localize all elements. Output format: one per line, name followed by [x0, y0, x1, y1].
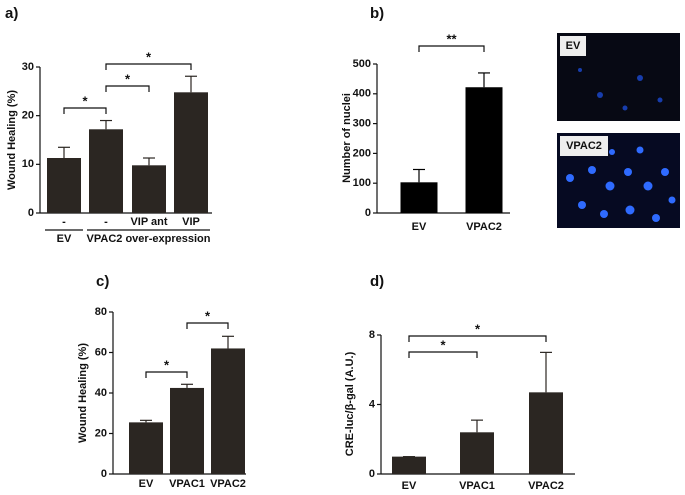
- image-label: EV: [566, 40, 581, 52]
- y-tick-label: 10: [22, 158, 34, 170]
- x-tick-label: VPAC2: [466, 221, 502, 233]
- significance-bracket: [408, 335, 547, 342]
- y-axis-label: Wound Healing (%): [6, 90, 18, 190]
- y-tick-label: 100: [353, 177, 371, 189]
- y-axis-label: Number of nuclei: [341, 93, 353, 183]
- bar: [529, 392, 563, 474]
- x-tick-label: VIP ant: [130, 216, 167, 228]
- bar: [174, 92, 208, 213]
- y-tick-label: 80: [95, 306, 107, 318]
- nuclei-ev: [578, 68, 663, 111]
- significance-bracket: [63, 107, 107, 114]
- x-tick-label: EV: [412, 221, 427, 233]
- image-label-box: [560, 36, 586, 56]
- image-label-box: [560, 136, 608, 156]
- significance-label: *: [82, 93, 88, 108]
- significance-label: *: [164, 357, 170, 372]
- bar: [129, 422, 163, 474]
- panel-label: d): [370, 273, 384, 290]
- x-tick-label: VPAC1: [169, 478, 205, 490]
- group-label: VPAC2 over-expression: [87, 233, 211, 245]
- y-tick-label: 20: [22, 110, 34, 122]
- y-tick-label: 0: [369, 468, 375, 480]
- bar: [132, 165, 166, 213]
- significance-bracket: [408, 351, 478, 358]
- bar: [89, 129, 123, 213]
- significance-label: *: [205, 308, 211, 323]
- y-tick-label: 400: [353, 88, 371, 100]
- x-tick-label: VPAC2: [210, 478, 246, 490]
- bar: [465, 87, 503, 213]
- micrographs: EV VPAC2: [557, 33, 680, 228]
- x-tick-label: -: [62, 216, 66, 228]
- y-tick-label: 60: [95, 346, 107, 358]
- x-tick-label: VIP: [182, 216, 200, 228]
- y-axis-label: Wound Healing (%): [77, 343, 89, 443]
- bar: [47, 158, 81, 213]
- significance-label: *: [146, 49, 152, 64]
- panel-label: b): [370, 5, 384, 22]
- x-tick-label: -: [104, 216, 108, 228]
- significance-bracket: [418, 45, 485, 52]
- y-tick-label: 40: [95, 387, 107, 399]
- bar: [400, 182, 438, 213]
- nuclei-vpac2: [566, 146, 676, 222]
- y-tick-label: 8: [369, 329, 375, 341]
- y-tick-label: 500: [353, 58, 371, 70]
- bar: [392, 456, 426, 474]
- y-axis-label: CRE-luc/β-gal (A.U.): [344, 351, 356, 456]
- y-tick-label: 200: [353, 147, 371, 159]
- significance-bracket: [105, 63, 192, 70]
- group-label: EV: [57, 233, 72, 245]
- image-label: VPAC2: [566, 140, 602, 152]
- significance-label: *: [440, 337, 446, 352]
- y-tick-label: 0: [28, 207, 34, 219]
- significance-bracket: [145, 371, 188, 378]
- y-tick-label: 0: [101, 468, 107, 480]
- panel-label: a): [5, 5, 18, 22]
- panel-label: c): [96, 273, 109, 290]
- x-tick-label: EV: [139, 478, 154, 490]
- x-tick-label: VPAC2: [528, 480, 564, 490]
- x-tick-label: EV: [402, 480, 417, 490]
- bar: [170, 387, 204, 474]
- bar: [460, 432, 494, 474]
- y-tick-label: 0: [365, 207, 371, 219]
- x-tick-label: VPAC1: [459, 480, 495, 490]
- significance-bracket: [105, 85, 150, 92]
- y-tick-label: 30: [22, 61, 34, 73]
- significance-label: *: [125, 71, 131, 86]
- bar: [211, 348, 245, 474]
- significance-label: *: [475, 321, 481, 336]
- significance-label: **: [446, 31, 457, 46]
- y-tick-label: 300: [353, 118, 371, 130]
- y-tick-label: 4: [369, 398, 376, 410]
- y-tick-label: 20: [95, 427, 107, 439]
- significance-bracket: [186, 322, 229, 329]
